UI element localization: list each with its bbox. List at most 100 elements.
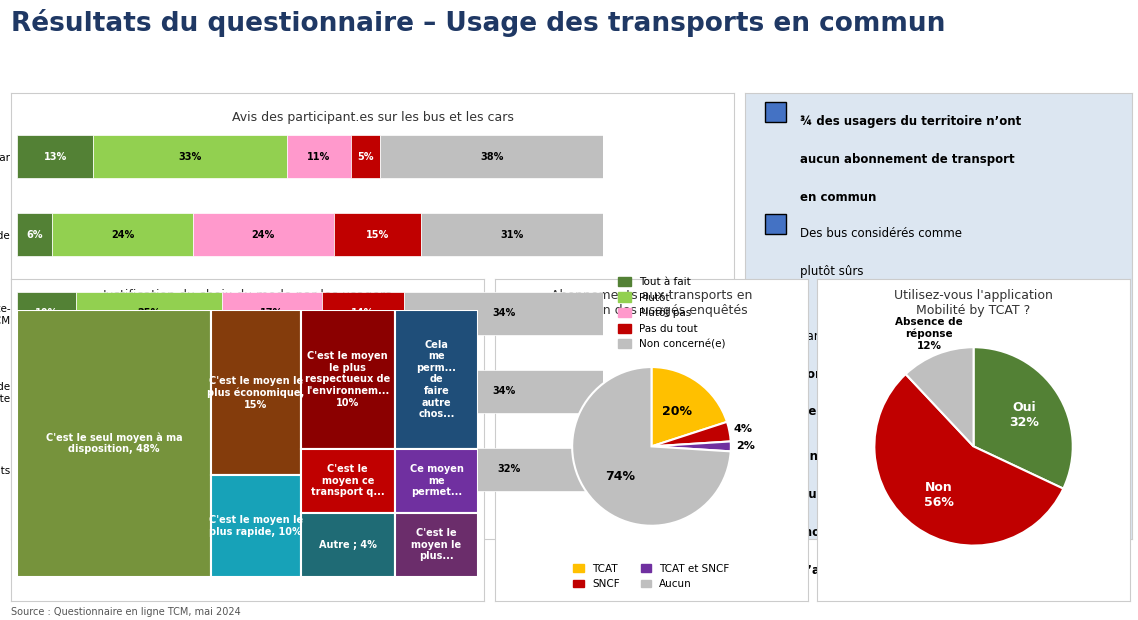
Text: 11%: 11% [307,152,330,162]
Text: modal     par     l’absence: modal par l’absence [800,526,967,539]
Bar [222,291,322,335]
Bar [211,476,300,577]
Text: 23%: 23% [237,464,261,474]
Bar [211,310,300,476]
Text: Absence de
réponse
12%: Absence de réponse 12% [896,317,963,351]
Text: Autre ; 4%: Autre ; 4% [319,539,377,549]
Bar [287,135,352,179]
Bar [17,370,58,413]
Text: 31%: 31% [501,230,523,240]
Text: Des bus considérés comme: Des bus considérés comme [800,227,962,240]
Text: peu rapides: peu rapides [800,405,877,419]
Bar [300,513,395,577]
Bar [380,135,603,179]
Text: 33%: 33% [179,152,201,162]
Wedge shape [906,347,974,446]
Text: bus et cars justifie leur choix: bus et cars justifie leur choix [800,488,992,501]
Text: C'est le seul moyen à ma
disposition, 48%: C'est le seul moyen à ma disposition, 48… [46,432,182,454]
Wedge shape [651,367,727,446]
Text: 24%: 24% [110,230,134,240]
FancyBboxPatch shape [765,316,786,336]
Wedge shape [651,441,731,451]
Text: Cela
me
perm...
de
faire
autre
chos...: Cela me perm... de faire autre chos... [417,340,456,419]
Bar [181,448,316,491]
Text: 34%: 34% [492,386,516,396]
Text: Oui
32%: Oui 32% [1009,401,1039,428]
Text: Abonnements aux transports en
commun des usagés enquêtés: Abonnements aux transports en commun des… [551,289,752,317]
Bar [316,448,415,491]
Text: 17%: 17% [261,308,283,318]
Bar [164,370,287,413]
Text: 32%: 32% [497,464,521,474]
Text: Utilisez-vous l'application
Mobilité by TCAT ?: Utilisez-vous l'application Mobilité by … [894,289,1053,317]
Legend: TCAT, SNCF, TCAT et SNCF, Aucun: TCAT, SNCF, TCAT et SNCF, Aucun [569,559,734,593]
Wedge shape [973,347,1073,489]
Text: en commun: en commun [800,191,876,204]
Bar [395,310,478,449]
Text: d’alternative: d’alternative [800,564,885,577]
Text: 7%: 7% [30,386,46,396]
Text: Une majorité des usagers des: Une majorité des usagers des [800,450,997,463]
Text: 20%: 20% [333,386,357,396]
FancyBboxPatch shape [765,213,786,234]
Bar [17,291,75,335]
Bar [52,213,192,257]
Text: 24%: 24% [251,230,275,240]
Wedge shape [874,374,1063,546]
Text: 4%: 4% [734,424,753,434]
Text: 34%: 34% [492,308,516,318]
Text: 15%: 15% [366,230,389,240]
Bar [17,310,211,577]
Bar [404,291,603,335]
Text: des bus considérés: des bus considérés [855,330,982,343]
Text: 14%: 14% [352,308,374,318]
Text: Non
56%: Non 56% [924,480,954,508]
Text: 18%: 18% [99,386,123,396]
Text: 5%: 5% [357,152,374,162]
Text: C'est le moyen le
plus économique,
15%: C'est le moyen le plus économique, 15% [207,376,304,410]
FancyBboxPatch shape [765,102,786,122]
Text: 74%: 74% [604,470,635,483]
Bar [75,291,222,335]
Bar [352,135,380,179]
Bar [58,370,164,413]
Text: 20%: 20% [110,464,134,474]
Bar [421,213,603,257]
Text: C'est le
moyen le
plus...: C'est le moyen le plus... [412,528,462,561]
Bar [333,213,421,257]
Text: C'est le moyen le
plus rapide, 10%: C'est le moyen le plus rapide, 10% [208,515,303,537]
Bar [404,370,603,413]
Text: Par contre,: Par contre, [800,330,864,343]
FancyBboxPatch shape [765,436,786,457]
Text: C'est le
moyen ce
transport q...: C'est le moyen ce transport q... [311,464,385,497]
Text: Source : Questionnaire en ligne TCM, mai 2024: Source : Questionnaire en ligne TCM, mai… [11,607,241,617]
Text: Ce moyen
me
permet...: Ce moyen me permet... [410,464,463,497]
Text: C'est le moyen
le plus
respectueux de
l'environnem...
10%: C'est le moyen le plus respectueux de l'… [305,351,390,407]
Text: 21%: 21% [214,386,237,396]
Text: 6%: 6% [26,230,43,240]
Text: 10%: 10% [35,308,58,318]
Bar [192,213,333,257]
Text: 38%: 38% [480,152,503,162]
Text: 20%: 20% [662,405,692,418]
Bar [17,135,93,179]
Bar [395,513,478,577]
Bar [395,449,478,513]
Wedge shape [651,422,731,446]
Bar [415,448,603,491]
Bar [64,448,181,491]
Bar [93,135,287,179]
Text: 17%: 17% [354,464,378,474]
Text: 13%: 13% [43,152,67,162]
Bar [322,291,404,335]
Text: Avis des participant.es sur les bus et les cars: Avis des participant.es sur les bus et l… [232,111,513,124]
Bar [300,449,395,513]
Text: comme pas assez fréquents et: comme pas assez fréquents et [800,368,1001,381]
Text: ¾ des usagers du territoire n’ont: ¾ des usagers du territoire n’ont [800,115,1021,128]
Text: plutôt sûrs: plutôt sûrs [800,265,863,278]
Bar [300,310,395,449]
Text: aucun abonnement de transport: aucun abonnement de transport [800,153,1014,166]
Bar [287,370,404,413]
Text: Résultats du questionnaire – Usage des transports en commun: Résultats du questionnaire – Usage des t… [11,9,946,37]
Text: 2%: 2% [735,441,754,451]
